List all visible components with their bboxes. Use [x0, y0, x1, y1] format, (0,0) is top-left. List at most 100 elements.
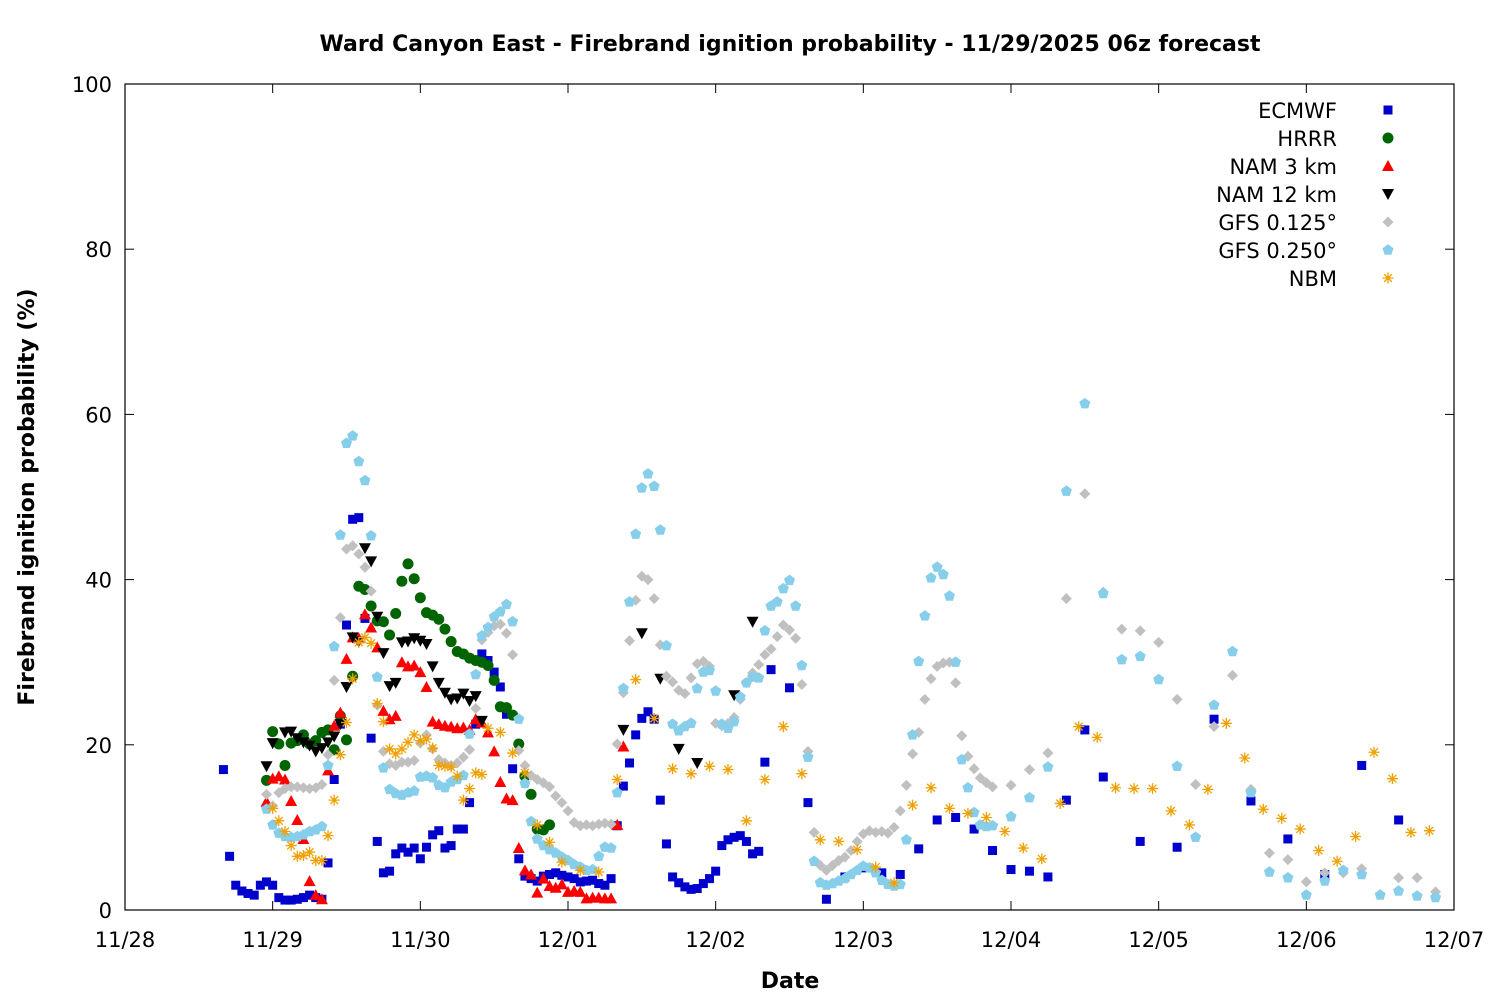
data-point [895, 869, 905, 879]
data-point [231, 880, 241, 890]
data-point [365, 637, 377, 649]
data-point [428, 830, 438, 840]
data-point [322, 830, 334, 842]
data-point [506, 794, 519, 806]
data-point [642, 468, 654, 479]
legend-label: ECMWF [1258, 99, 1337, 123]
legend-label: GFS 0.250° [1218, 239, 1337, 263]
data-point [1079, 397, 1091, 409]
data-point [476, 769, 488, 781]
data-point [734, 691, 746, 702]
data-point [445, 761, 457, 773]
legend-marker [1382, 272, 1394, 284]
data-point [353, 548, 365, 560]
data-point [1098, 772, 1108, 782]
data-point [378, 868, 388, 878]
data-point [531, 819, 543, 831]
data-point [593, 850, 605, 861]
data-point [359, 561, 371, 573]
data-point [316, 854, 328, 866]
data-point [377, 616, 389, 628]
data-point [814, 834, 826, 846]
data-point [988, 846, 998, 856]
data-point [237, 886, 247, 896]
data-point [1110, 782, 1122, 794]
data-point [593, 866, 605, 878]
data-point [347, 673, 359, 685]
data-point [408, 659, 421, 671]
data-point [488, 674, 500, 686]
data-point [888, 821, 900, 833]
data-point [328, 731, 341, 743]
data-point [1220, 717, 1232, 729]
legend-label: NAM 12 km [1216, 183, 1337, 207]
data-point [409, 843, 419, 853]
data-point [556, 797, 568, 809]
data-point [1405, 826, 1417, 838]
data-point [291, 850, 303, 862]
y-tick-label: 100 [72, 73, 112, 97]
data-point [765, 643, 777, 655]
data-point [796, 768, 808, 780]
data-point [1183, 819, 1195, 831]
data-point [704, 760, 716, 772]
data-point [555, 878, 568, 890]
data-point [660, 670, 672, 682]
data-point [328, 794, 340, 806]
data-point [1263, 847, 1275, 859]
data-point [667, 676, 679, 688]
data-point [1134, 625, 1146, 637]
data-point [440, 843, 450, 853]
data-point [285, 781, 297, 793]
data-point [697, 655, 709, 667]
data-point [426, 715, 439, 727]
data-point [297, 737, 310, 749]
data-point [1128, 783, 1140, 795]
data-point [328, 719, 341, 731]
data-point [1005, 779, 1017, 791]
data-point [519, 767, 531, 779]
data-point [1042, 747, 1054, 759]
data-point [686, 884, 696, 894]
data-point [1394, 815, 1404, 825]
data-point [1245, 786, 1257, 798]
y-axis-label: Firebrand ignition probability (%) [15, 288, 40, 705]
data-point [291, 813, 304, 825]
data-point [267, 819, 279, 830]
data-point [907, 729, 919, 740]
data-point [304, 846, 316, 858]
data-point [389, 677, 402, 689]
data-point [808, 826, 820, 838]
data-point [334, 529, 346, 540]
data-point [525, 868, 538, 880]
data-point [1190, 778, 1202, 790]
data-point [728, 690, 741, 702]
data-point [668, 872, 678, 882]
data-point [630, 674, 642, 686]
legend-marker [1382, 189, 1394, 200]
data-point [575, 877, 585, 887]
data-point [315, 743, 328, 755]
data-point [1024, 866, 1034, 876]
data-point [624, 635, 636, 647]
data-point [1042, 761, 1054, 772]
data-point [717, 841, 727, 851]
data-point [389, 709, 402, 721]
data-point [353, 636, 365, 648]
data-point [698, 879, 708, 889]
data-point [439, 623, 451, 635]
x-tick-label: 11/28 [95, 928, 156, 952]
data-point [1208, 721, 1220, 733]
data-point [414, 735, 426, 747]
data-point [377, 716, 389, 728]
data-point [729, 832, 739, 842]
x-tick-label: 12/06 [1276, 928, 1337, 952]
x-tick-label: 12/04 [981, 928, 1042, 952]
data-point [882, 827, 894, 839]
data-point [574, 885, 587, 897]
data-point [390, 607, 402, 619]
data-point [925, 572, 937, 583]
data-point [1061, 795, 1071, 805]
data-point [309, 746, 322, 758]
data-point [358, 608, 371, 620]
